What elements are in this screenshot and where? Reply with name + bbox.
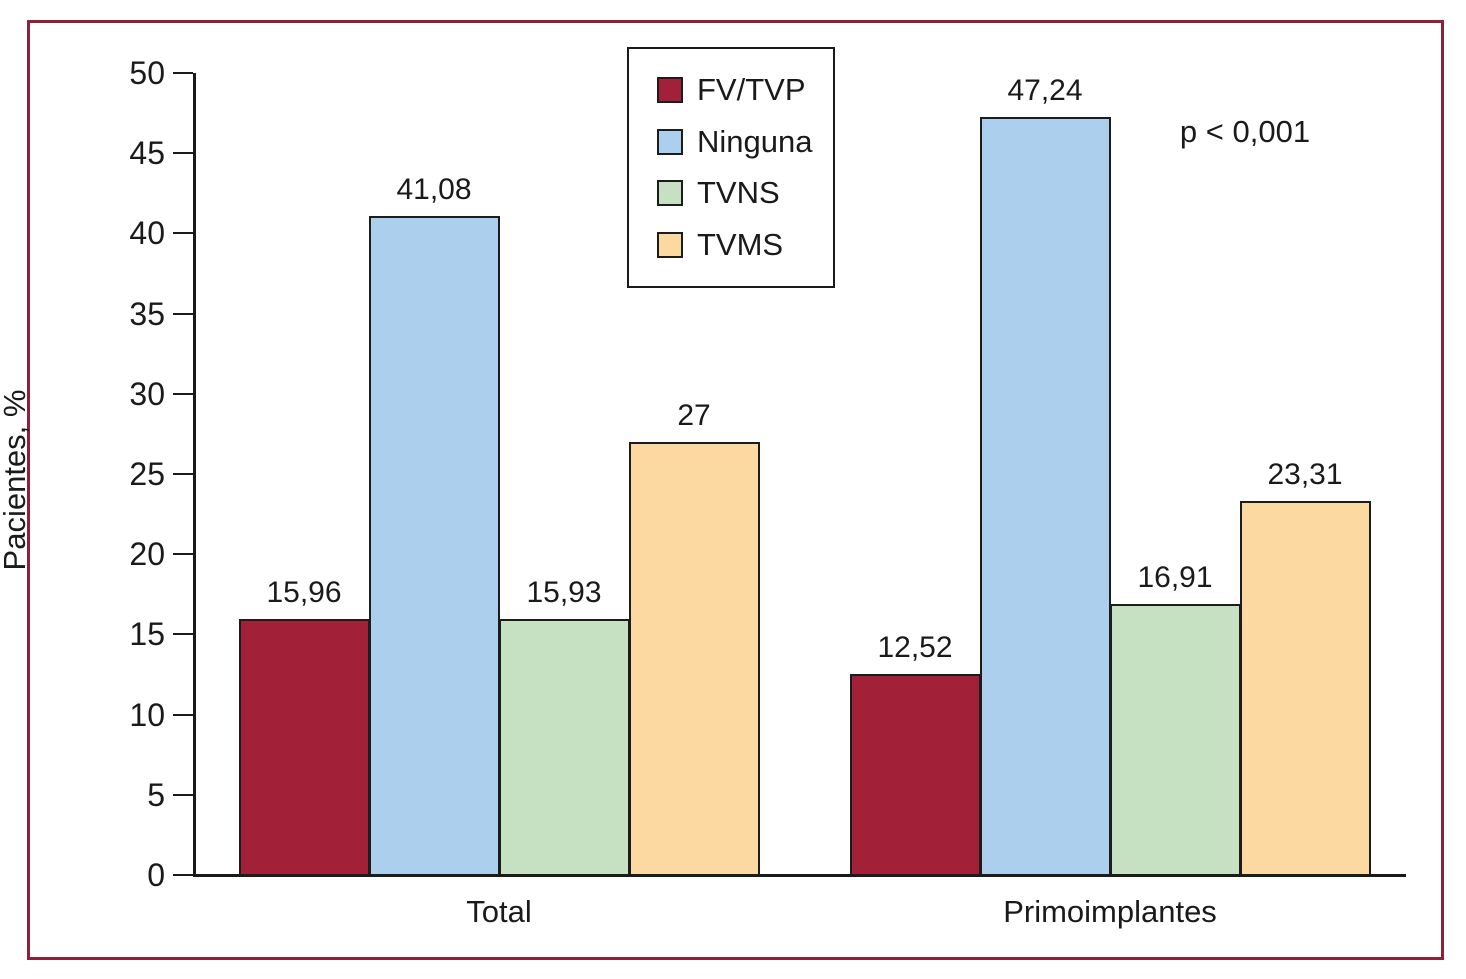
legend-item-label: TVNS — [697, 175, 780, 211]
legend-item-tvns: TVNS — [657, 175, 833, 211]
y-tick-label: 0 — [147, 857, 165, 893]
bar-value-label: 47,24 — [1007, 74, 1083, 108]
x-category-label-primoimplantes: Primoimplantes — [1003, 894, 1217, 929]
bar-value-label: 15,93 — [526, 576, 602, 610]
legend-swatch-fv-tvp — [657, 77, 683, 104]
y-tick — [173, 392, 193, 395]
legend-item-label: TVMS — [697, 226, 784, 262]
bar-fv-tvp-primoimplantes — [850, 674, 981, 876]
y-tick-label: 10 — [129, 696, 165, 733]
bar-value-label: 16,91 — [1137, 560, 1213, 594]
bar-tvms-total — [629, 441, 760, 876]
y-tick-label: 5 — [147, 776, 165, 813]
bar-value-label: 41,08 — [396, 173, 472, 207]
y-tick — [173, 152, 193, 155]
y-axis-title: Pacientes, % — [0, 389, 32, 571]
y-tick-label: 50 — [129, 55, 165, 91]
y-tick — [173, 713, 193, 716]
y-tick — [173, 553, 193, 556]
y-axis-line — [193, 73, 196, 877]
bar-fv-tvp-total — [239, 619, 370, 876]
bar-value-label: 12,52 — [877, 631, 953, 665]
y-tick — [173, 473, 193, 475]
y-tick-label: 45 — [129, 135, 165, 172]
legend-swatch-ninguna — [657, 128, 683, 155]
legend: FV/TVP Ninguna TVNS TVMS — [627, 47, 835, 288]
y-tick-label: 15 — [129, 616, 165, 653]
legend-item-fv-tvp: FV/TVP — [657, 72, 833, 108]
p-value-annotation: p < 0,001 — [1179, 114, 1311, 149]
legend-item-label: FV/TVP — [697, 72, 806, 108]
y-tick — [173, 633, 193, 636]
y-tick-label: 25 — [129, 456, 165, 492]
bar-value-label: 27 — [677, 398, 711, 432]
y-tick-label: 40 — [129, 215, 165, 252]
bar-tvms-primoimplantes — [1240, 501, 1371, 876]
y-tick — [173, 874, 193, 876]
bar-ninguna-primoimplantes — [980, 117, 1111, 876]
legend-swatch-tvns — [657, 180, 683, 207]
bar-tvns-primoimplantes — [1110, 603, 1241, 876]
x-axis-line — [193, 874, 1406, 877]
y-tick-label: 20 — [129, 536, 165, 573]
legend-item-ninguna: Ninguna — [657, 124, 833, 160]
y-tick — [173, 232, 193, 235]
bar-tvns-total — [499, 619, 630, 876]
y-tick-label: 30 — [129, 375, 165, 412]
legend-item-label: Ninguna — [697, 123, 813, 159]
x-category-label-total: Total — [466, 894, 532, 929]
y-tick-label: 35 — [129, 295, 165, 332]
y-tick — [173, 72, 193, 74]
y-tick — [173, 312, 193, 315]
y-tick — [173, 793, 193, 796]
bar-ninguna-total — [369, 216, 500, 876]
legend-swatch-tvms — [657, 231, 683, 258]
bar-value-label: 15,96 — [266, 576, 342, 609]
legend-item-tvms: TVMS — [657, 227, 833, 263]
bar-value-label: 23,31 — [1267, 458, 1343, 492]
